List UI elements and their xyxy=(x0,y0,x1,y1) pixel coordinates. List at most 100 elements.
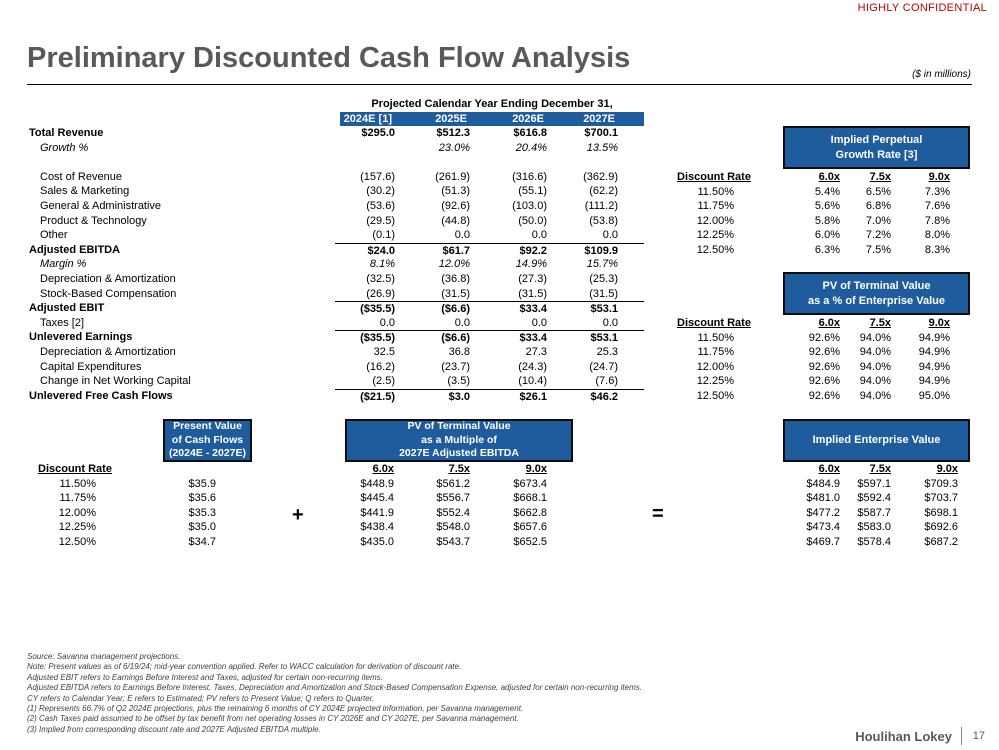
tv-box-line: 2027E Adjusted EBITDA xyxy=(399,447,519,460)
tv-percent-box: PV of Terminal Value as a % of Enterprise… xyxy=(783,272,970,315)
sensitivity-cell: 7.3% xyxy=(924,185,950,198)
company-logo: Houlihan Lokey xyxy=(855,729,952,744)
projection-cell: 8.1% xyxy=(369,258,395,271)
projection-cell: 14.9% xyxy=(515,258,547,271)
projection-cell: (111.2) xyxy=(584,200,618,212)
ev-value: $469.7 xyxy=(806,536,840,548)
projection-row-label: Adjusted EBIT xyxy=(29,302,105,315)
total-rule xyxy=(342,330,644,332)
ev-value: $477.2 xyxy=(806,506,840,519)
sensitivity-cell: 94.9% xyxy=(918,360,950,373)
projection-header: Projected Calendar Year Ending December … xyxy=(371,98,613,110)
discount-rate-value: 11.75% xyxy=(697,200,735,213)
projection-cell xyxy=(335,155,395,169)
projection-cell: (103.0) xyxy=(512,200,547,212)
ev-value: $481.0 xyxy=(806,492,840,505)
footnote-line: (1) Represents 66.7% of Q2 2024E project… xyxy=(27,704,524,714)
sensitivity-cell: 6.5% xyxy=(865,185,891,198)
projection-cell: 0.0 xyxy=(531,229,547,242)
year-header: 2024E [1] xyxy=(343,113,392,125)
tv-multiple-header: 6.0x xyxy=(372,463,394,475)
multiple-header: 7.5x xyxy=(869,171,891,183)
pv-cash-flow-value: $35.3 xyxy=(188,506,216,519)
sensitivity-cell: 94.0% xyxy=(859,331,891,344)
sensitivity-cell: 7.2% xyxy=(865,229,891,242)
projection-cell: 0.0 xyxy=(454,316,470,329)
ev-multiple-header: 7.5x xyxy=(869,463,891,475)
ev-value: $587.7 xyxy=(857,506,891,519)
projection-cell: $61.7 xyxy=(402,242,470,258)
projection-row-label: Margin % xyxy=(40,258,87,271)
projection-cell: 36.8 xyxy=(448,346,470,358)
projection-row-label: Sales & Marketing xyxy=(40,185,130,198)
pv-cash-flow-value: $35.9 xyxy=(188,477,216,490)
projection-cell: (261.9) xyxy=(435,170,470,183)
projection-cell: $26.1 xyxy=(479,388,547,404)
logo-divider xyxy=(961,727,962,745)
projection-row-label: Change in Net Working Capital xyxy=(40,375,191,388)
tv-value: $548.0 xyxy=(436,521,470,534)
ev-value: $703.7 xyxy=(924,492,958,505)
projection-cell xyxy=(335,141,395,155)
pv-box-line: of Cash Flows xyxy=(171,433,244,446)
sensitivity-cell: 6.3% xyxy=(814,244,840,256)
tv-value: $652.5 xyxy=(513,536,547,548)
projection-cell: (50.0) xyxy=(518,214,547,227)
tv-value: $543.7 xyxy=(436,536,470,548)
projection-cell: (16.2) xyxy=(366,360,395,373)
footnotes: Source: Savanna management projections. N… xyxy=(27,652,642,735)
pv-box-line: Present Value xyxy=(173,420,242,433)
year-header: 2025E xyxy=(435,113,467,125)
sensitivity-cell: 5.6% xyxy=(814,200,840,213)
sensitivity-cell: 5.8% xyxy=(814,214,840,227)
tv-box-line: as a Multiple of xyxy=(421,433,497,446)
projection-cell: (25.3) xyxy=(589,273,618,285)
projection-cell: $109.9 xyxy=(550,242,618,258)
discount-rate-value: 12.50% xyxy=(696,390,734,402)
projection-cell: $24.0 xyxy=(335,242,395,258)
projection-row-label: Cost of Revenue xyxy=(40,170,122,183)
projection-cell: (31.5) xyxy=(441,287,470,300)
projection-row-label: Stock-Based Compensation xyxy=(40,287,177,300)
tv-value: $668.1 xyxy=(513,492,547,505)
footnote-line: Source: Savanna management projections. xyxy=(27,652,181,661)
projection-cell: ($21.5) xyxy=(335,388,395,404)
projection-cell: (24.7) xyxy=(589,360,618,373)
tv-value: $673.4 xyxy=(513,477,547,490)
sensitivity-cell: 94.0% xyxy=(859,360,891,373)
tv-value: $657.6 xyxy=(513,521,547,534)
projection-cell: ($6.6) xyxy=(402,301,470,316)
sensitivity-cell: 8.0% xyxy=(924,229,950,242)
sensitivity-cell: 92.6% xyxy=(808,331,840,344)
implied-ev-box: Implied Enterprise Value xyxy=(783,419,970,462)
projection-cell: ($35.5) xyxy=(335,301,395,316)
tv-value: $662.8 xyxy=(513,506,547,519)
projection-row-label: Product & Technology xyxy=(40,214,147,227)
tv-value: $556.7 xyxy=(436,492,470,505)
ev-value: $597.1 xyxy=(857,477,891,490)
pv-cash-flows-box: Present Value of Cash Flows (2024E - 2027E… xyxy=(163,419,252,462)
ev-value: $484.9 xyxy=(806,477,840,490)
sensitivity-cell: 7.5% xyxy=(865,244,891,256)
projection-cell: (24.3) xyxy=(518,360,547,373)
projection-cell: (157.6) xyxy=(360,170,395,183)
discount-rate-value: 11.50% xyxy=(59,477,97,490)
projection-row-label: Capital Expenditures xyxy=(40,360,142,373)
multiple-header: 9.0x xyxy=(928,317,950,329)
discount-rate-value: 12.50% xyxy=(58,536,96,548)
projection-cell: (2.5) xyxy=(372,375,395,388)
page-title: Preliminary Discounted Cash Flow Analysi… xyxy=(27,42,631,74)
footnote-line: Note: Present values as of 6/19/24; mid-… xyxy=(27,662,462,672)
tv-pct-box-line: PV of Terminal Value xyxy=(822,279,931,292)
projection-cell: $512.3 xyxy=(436,127,470,139)
projection-cell: (26.9) xyxy=(366,287,395,300)
projection-row-label: Taxes [2] xyxy=(40,316,85,329)
sensitivity-cell: 92.6% xyxy=(808,360,840,373)
discount-rate-value: 11.50% xyxy=(697,185,735,198)
projection-row-label: Other xyxy=(40,229,68,242)
footnote-line: Adjusted EBITDA refers to Earnings Befor… xyxy=(27,683,642,693)
tv-box-line: PV of Terminal Value xyxy=(407,420,511,433)
projection-cell: 12.0% xyxy=(438,258,470,271)
tv-value: $441.9 xyxy=(360,506,394,519)
equals-sign: = xyxy=(652,503,664,525)
